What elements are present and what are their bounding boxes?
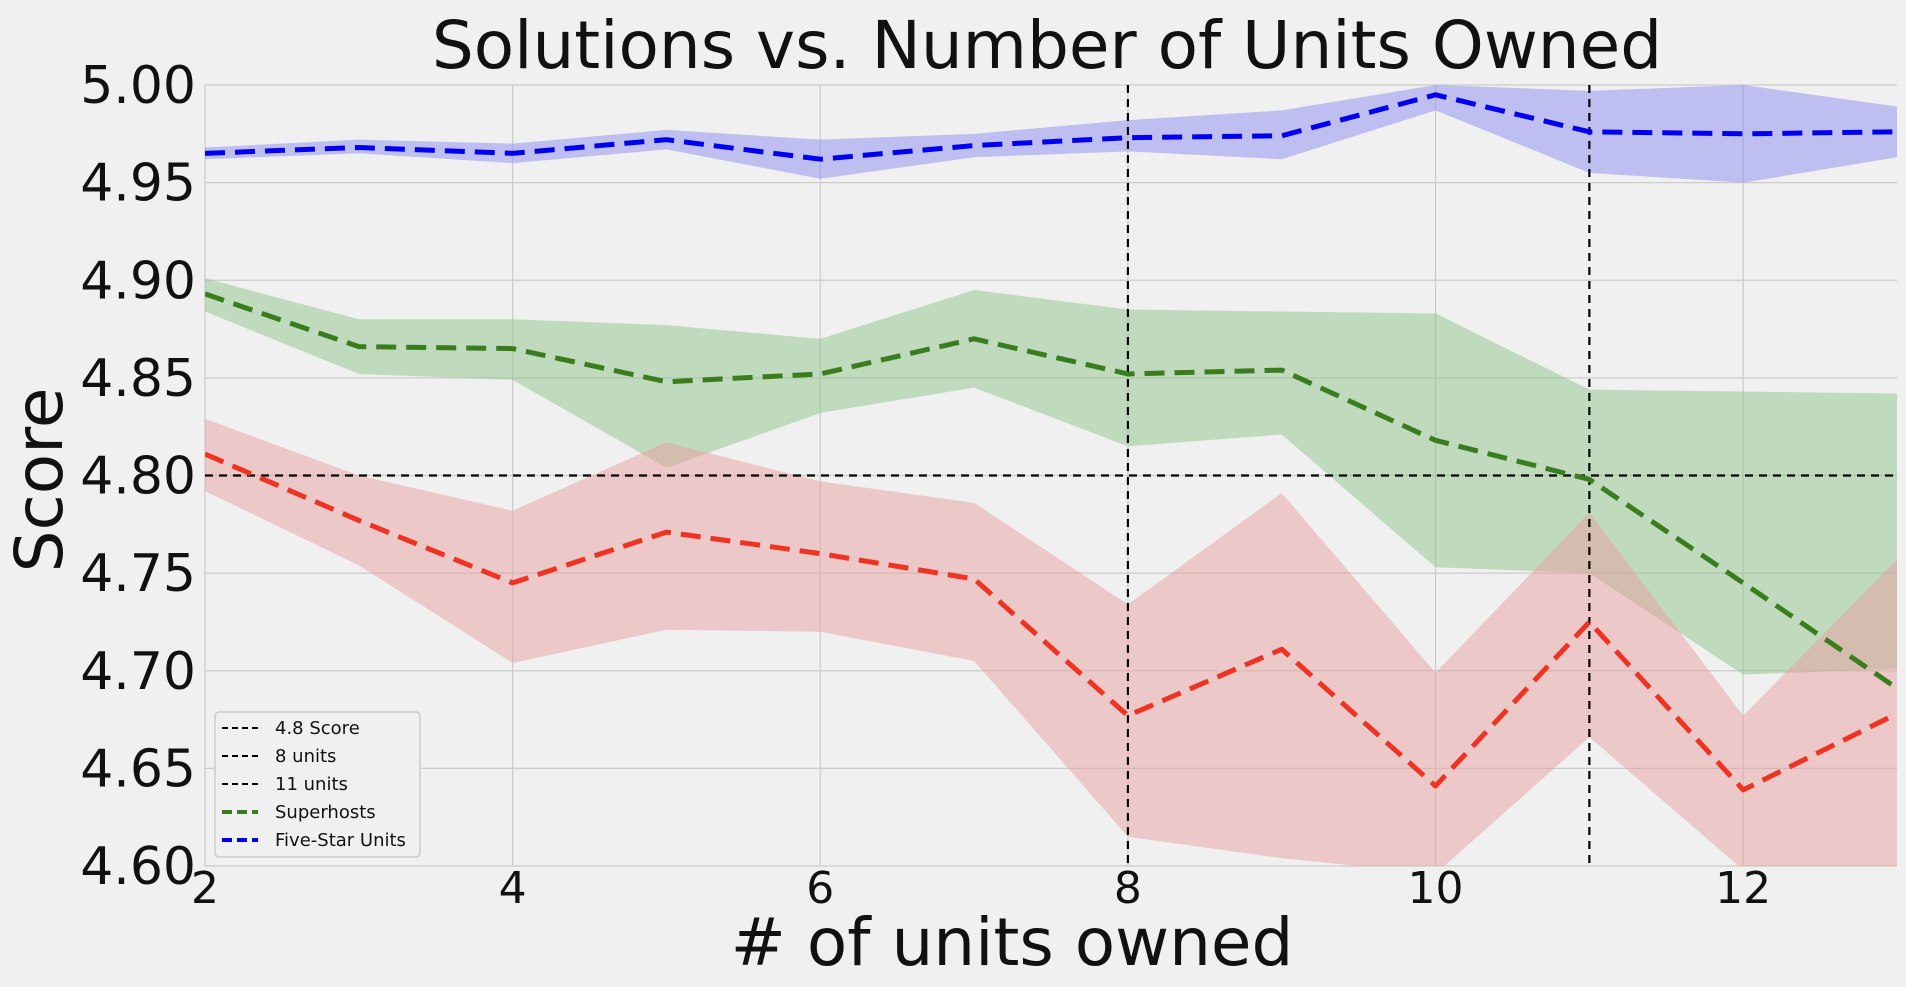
y-tick-label: 4.65 — [80, 739, 196, 799]
legend-label: 8 units — [275, 746, 336, 767]
tick-labels: 4.60 4.65 4.70 4.75 4.80 4.85 4.90 4.95 5.00 2 4 6 8… — [80, 56, 1771, 914]
confidence-bands — [205, 85, 1897, 866]
y-tick-label: 4.75 — [80, 544, 196, 604]
x-tick-label: 12 — [1715, 863, 1771, 914]
series-lines — [205, 92, 1897, 793]
y-tick-label: 4.85 — [80, 349, 196, 409]
y-tick-label: 4.70 — [80, 642, 196, 702]
x-tick-label: 10 — [1408, 863, 1464, 914]
y-tick-label: 4.90 — [80, 251, 196, 311]
legend-label: 11 units — [275, 774, 348, 795]
chart-title: Solutions vs. Number of Units Owned — [432, 7, 1662, 84]
y-tick-label: 4.60 — [80, 837, 196, 897]
confidence-band — [205, 418, 1897, 866]
y-tick-label: 4.80 — [80, 447, 196, 507]
series-line — [205, 291, 1897, 691]
x-tick-label: 6 — [806, 863, 834, 914]
series-line — [205, 92, 1897, 162]
x-tick-label: 8 — [1114, 863, 1142, 914]
y-tick-label: 5.00 — [80, 56, 196, 116]
reference-lines — [205, 85, 1897, 866]
confidence-band — [205, 85, 1897, 183]
legend-frame — [214, 711, 421, 858]
legend-label: Superhosts — [275, 802, 376, 823]
x-axis-label: # of units owned — [731, 904, 1294, 981]
x-tick-label: 2 — [191, 863, 219, 914]
legend: 4.8 Score 8 units 11 units Superhosts Five-S… — [214, 711, 421, 858]
legend-label: 4.8 Score — [275, 718, 360, 739]
legend-label: Five-Star Units — [275, 830, 406, 851]
x-tick-label: 4 — [499, 863, 527, 914]
y-axis-label: Score — [1, 388, 78, 573]
y-tick-label: 4.95 — [80, 154, 196, 214]
series-line — [205, 451, 1897, 793]
confidence-band — [205, 278, 1897, 675]
